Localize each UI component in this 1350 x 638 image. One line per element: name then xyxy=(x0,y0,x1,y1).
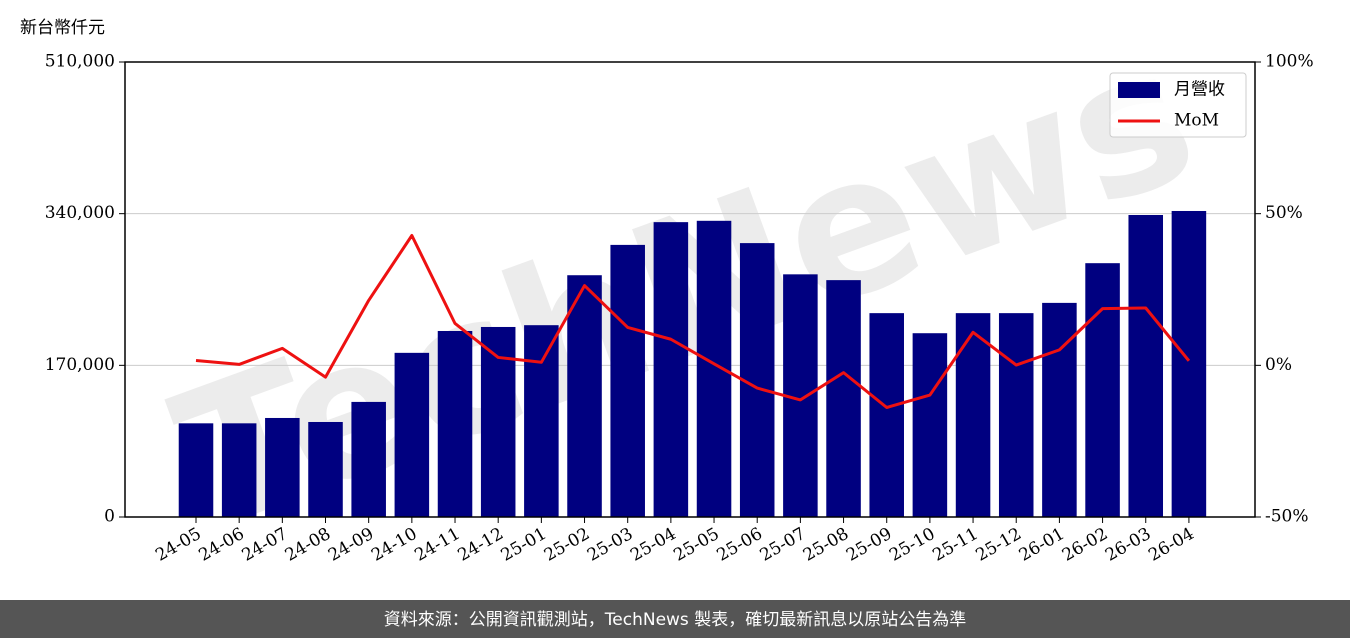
x-tick-label: 26-03 xyxy=(1102,524,1154,566)
bar xyxy=(912,333,948,517)
x-tick-label: 25-01 xyxy=(498,524,550,566)
x-tick-label: 26-04 xyxy=(1145,524,1197,566)
legend-label: MoM xyxy=(1174,111,1219,131)
bar xyxy=(1042,302,1077,517)
x-tick-label: 24-05 xyxy=(152,524,204,566)
y2-tick-label: 0% xyxy=(1265,355,1292,375)
y2-tick-label: 100% xyxy=(1265,52,1314,72)
bar xyxy=(1128,215,1164,518)
bar xyxy=(869,313,904,517)
x-tick-label: 25-11 xyxy=(929,524,981,566)
x-tick-label: 25-09 xyxy=(843,524,895,566)
legend: 月營收 MoM xyxy=(1109,72,1247,138)
x-tick-label: 25-06 xyxy=(714,524,766,566)
y-tick-label: 340,000 xyxy=(45,203,115,223)
bar xyxy=(653,222,689,517)
footer-bar xyxy=(0,600,1350,638)
y2-tick-label: 50% xyxy=(1265,203,1303,223)
x-tick-label: 24-12 xyxy=(454,524,506,566)
bar xyxy=(394,352,430,517)
y-tick-label: 170,000 xyxy=(45,355,115,375)
bar xyxy=(955,313,991,517)
x-tick-label: 26-02 xyxy=(1059,524,1111,566)
y-tick-label: 510,000 xyxy=(45,52,115,72)
plot-frame xyxy=(124,61,1256,518)
bar xyxy=(480,326,516,517)
legend-label: 月營收 xyxy=(1174,80,1225,100)
x-tick-label: 24-10 xyxy=(368,524,420,566)
y-tick-label: 0 xyxy=(104,507,115,527)
x-tick-label: 25-03 xyxy=(584,524,636,566)
bar xyxy=(437,330,473,517)
x-tick-label: 25-05 xyxy=(670,524,722,566)
x-tick-label: 25-08 xyxy=(800,524,852,566)
x-tick-label: 26-01 xyxy=(1016,524,1068,566)
bar xyxy=(351,401,386,517)
line xyxy=(195,234,1191,409)
bar xyxy=(265,417,300,517)
bar xyxy=(524,325,559,517)
bar xyxy=(221,423,257,517)
x-tick-label: 25-02 xyxy=(541,524,593,566)
y-axis-label: 新台幣仟元 xyxy=(20,18,105,38)
bar xyxy=(567,275,602,517)
x-tick-label: 25-04 xyxy=(627,524,679,566)
x-tick-label: 24-11 xyxy=(411,524,463,566)
bar xyxy=(998,313,1034,517)
y2-tick-label: -50% xyxy=(1265,507,1309,527)
bar xyxy=(178,423,214,517)
x-tick-label: 25-12 xyxy=(973,524,1025,566)
x-tick-label: 25-10 xyxy=(886,524,938,566)
x-tick-label: 25-07 xyxy=(757,524,809,566)
bar xyxy=(1171,210,1207,518)
bar xyxy=(610,244,645,517)
bar xyxy=(308,421,343,517)
footer-text: 資料來源：公開資訊觀測站，TechNews 製表，確切最新訊息以原站公告為準 xyxy=(384,610,966,630)
legend-swatch xyxy=(1118,82,1160,98)
bar xyxy=(1085,263,1120,517)
bar xyxy=(826,280,861,517)
